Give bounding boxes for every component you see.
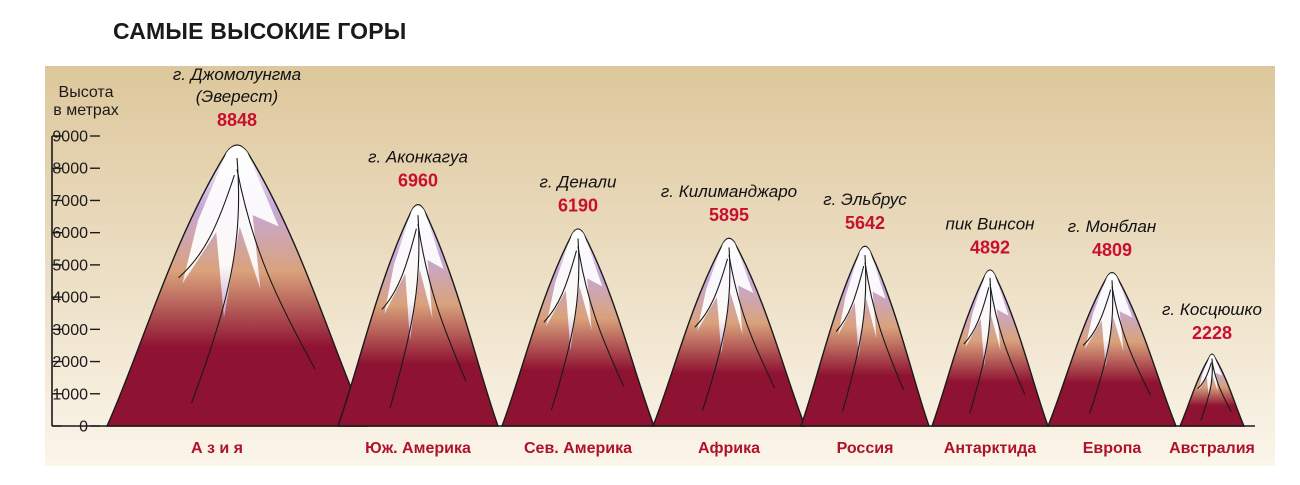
mountain-ridge — [842, 255, 867, 412]
continent-label: Австралия — [1169, 440, 1255, 457]
mountain-ridge — [178, 174, 235, 279]
mountain-ridge — [1082, 289, 1112, 346]
mountain-ridge — [835, 265, 865, 332]
peak-name: г. Килиманджаро — [661, 182, 797, 201]
mountain-ridge — [694, 258, 729, 328]
mountain-snow — [965, 270, 1009, 367]
peak-height-label: 5642 — [845, 213, 885, 233]
y-tick-label: 9000 — [52, 129, 88, 146]
y-axis-label: Высота — [59, 84, 114, 101]
mountain-ridge — [577, 246, 625, 387]
mountain-snow — [182, 145, 279, 318]
mountain-snow — [1085, 273, 1133, 368]
mountain-4 — [800, 245, 930, 427]
mountain-body — [651, 237, 807, 427]
y-axis: 0 1000 2000 3000 4000 5000 6000 7000 8000 9000 Выс… — [51, 84, 1255, 436]
y-tick-label: 3000 — [52, 322, 88, 339]
mountain-5 — [930, 269, 1050, 427]
y-tick-label: 6000 — [52, 225, 88, 242]
peak-height-label: 4892 — [970, 237, 1010, 257]
mountain-body — [337, 204, 499, 427]
mountain-ridge — [1089, 280, 1114, 414]
peak-name: г. Джомолунгма — [173, 65, 301, 84]
continent-label: А з и я — [191, 440, 243, 457]
mountain-ridge — [728, 254, 776, 389]
mountain-ridge — [417, 224, 467, 382]
y-tick-label: 1000 — [52, 386, 88, 403]
mountain-snow — [838, 246, 886, 357]
mountain-snow — [384, 205, 444, 341]
continent-label: Юж. Америка — [365, 440, 471, 457]
mountain-body — [1046, 271, 1178, 427]
peak-labels: г. Джомолунгма (Эверест) 8848 А з и я г. Ако… — [173, 65, 1262, 457]
peak-name: пик Винсон — [945, 214, 1035, 233]
peak-height-label: 2228 — [1192, 323, 1232, 343]
continent-label: Антарктида — [944, 440, 1037, 457]
continent-label: Сев. Америка — [524, 440, 632, 457]
mountain-3 — [651, 237, 807, 427]
mountain-ridge — [236, 169, 316, 370]
peak-name: г. Эльбрус — [823, 190, 907, 209]
mountain-body — [500, 228, 656, 427]
y-tick-label: 8000 — [52, 161, 88, 178]
continent-label: Европа — [1083, 440, 1142, 457]
mountain-0 — [105, 144, 369, 427]
mountain-body — [105, 144, 369, 427]
mountain-snow — [546, 229, 603, 351]
peak-name: (Эверест) — [196, 87, 278, 106]
y-tick-label: 7000 — [52, 193, 88, 210]
peak-name: г. Аконкагуа — [368, 148, 468, 167]
mountain-ridge — [864, 262, 904, 390]
mountain-ridge — [969, 277, 992, 414]
mountain-ridge — [543, 250, 578, 323]
mountain-ridge — [190, 157, 240, 404]
continent-label: Россия — [837, 440, 894, 457]
mountain-snow — [1198, 354, 1223, 399]
mountains — [105, 144, 1246, 427]
mountain-ridge — [701, 247, 731, 411]
mountain-body — [800, 245, 930, 427]
mountain-6 — [1046, 271, 1178, 427]
mountain-body — [930, 269, 1050, 427]
mountain-snow — [697, 238, 754, 354]
peak-height-label: 6960 — [398, 171, 438, 191]
peak-name: г. Денали — [540, 173, 617, 192]
peak-height-label: 8848 — [217, 110, 257, 130]
mountain-ridge — [1111, 286, 1151, 396]
peak-name: г. Косцюшко — [1162, 300, 1262, 319]
mountain-body — [1178, 353, 1246, 427]
continent-label: Африка — [698, 440, 760, 457]
page-title: САМЫЕ ВЫСОКИЕ ГОРЫ — [113, 18, 407, 44]
mountain-2 — [500, 228, 656, 427]
mountain-ridge — [389, 215, 420, 409]
peak-height-label: 5895 — [709, 205, 749, 225]
mountain-7 — [1178, 353, 1246, 427]
peak-height-label: 6190 — [558, 196, 598, 216]
mountain-ridge — [989, 284, 1026, 395]
mountain-ridge — [1197, 362, 1212, 390]
y-tick-label: 5000 — [52, 257, 88, 274]
y-tick-label: 0 — [79, 419, 88, 436]
mountain-1 — [337, 204, 499, 427]
peak-height-label: 4809 — [1092, 240, 1132, 260]
y-axis-label: в метрах — [53, 102, 118, 119]
mountain-ridge — [550, 238, 580, 411]
mountain-ridge — [1211, 361, 1232, 412]
mountain-ridge — [963, 287, 990, 345]
y-tick-label: 4000 — [52, 290, 88, 307]
peak-name: г. Монблан — [1068, 217, 1157, 236]
mountain-ridge — [381, 228, 417, 310]
y-tick-label: 2000 — [52, 354, 88, 371]
